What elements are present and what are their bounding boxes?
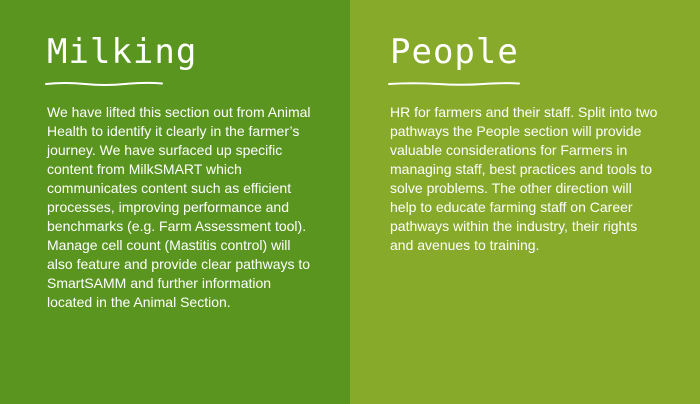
people-heading-underline (388, 82, 520, 86)
people-panel: People HR for farmers and their staff. S… (350, 0, 700, 404)
milking-heading-underline (45, 81, 163, 86)
milking-heading: Milking (47, 32, 198, 72)
people-heading: People (390, 32, 519, 72)
people-description: HR for farmers and their staff. Split in… (390, 104, 658, 253)
milking-description: We have lifted this section out from Ani… (47, 104, 311, 310)
milking-panel: Milking We have lifted this section out … (0, 0, 350, 404)
